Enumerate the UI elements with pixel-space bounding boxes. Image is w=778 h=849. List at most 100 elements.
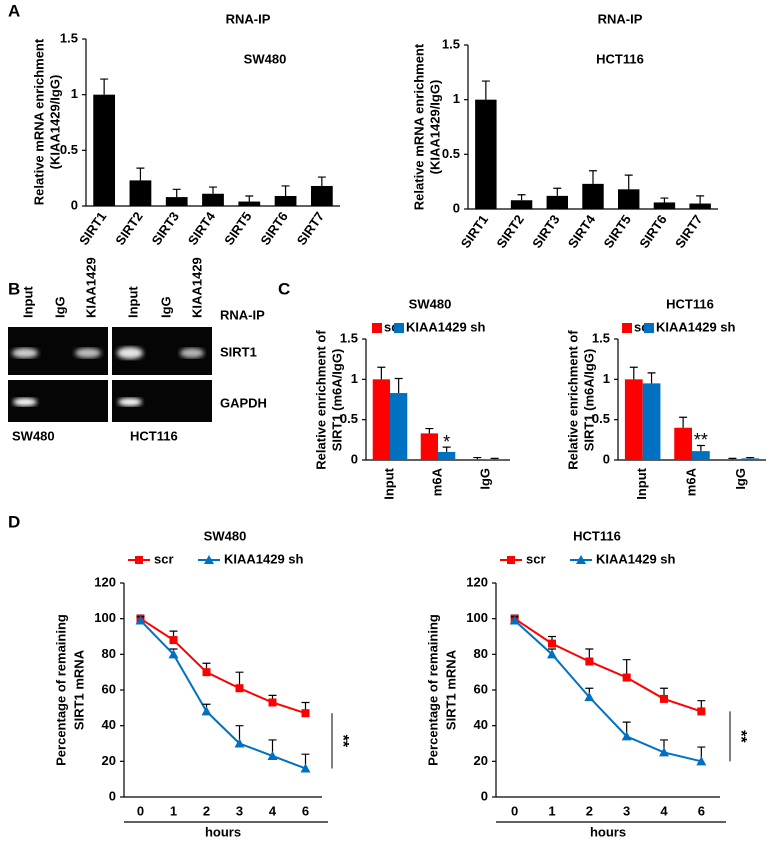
- gel-band: [12, 348, 38, 358]
- gel-label: SW480: [12, 428, 55, 443]
- y-tick-label: 100: [94, 610, 116, 625]
- gel-band: [118, 398, 142, 406]
- chart: SW480 Percentage of remaining SIRT1 mRNA 0 2…: [53, 528, 350, 839]
- x-tick-label: 3: [623, 803, 630, 818]
- error-bar: [679, 416, 688, 428]
- error-bar: [172, 188, 181, 198]
- error-bar: [728, 457, 737, 460]
- x-tick-label: SIRT5: [601, 212, 634, 251]
- y-axis-label: Relative enrichment of: [565, 330, 580, 470]
- bar: [723, 459, 742, 460]
- error-bar: [481, 80, 490, 100]
- bar: [689, 203, 711, 209]
- bar: [674, 427, 692, 460]
- y-tick-label: 0: [351, 451, 358, 466]
- bar: [624, 379, 643, 460]
- error-bar: [629, 366, 638, 380]
- chart: RNA-IP SW480 Relative mRNA enrichment (KIAA…: [31, 11, 340, 248]
- marker: [584, 692, 595, 702]
- bar: [238, 201, 261, 206]
- legend-marker: [576, 555, 586, 564]
- chart: HCT116 Relative enrichment of SIRT1 (m6A/I…: [565, 296, 766, 500]
- chart-title: HCT116: [573, 528, 621, 543]
- x-tick-label: SIRT2: [493, 212, 526, 251]
- marker: [168, 649, 179, 659]
- y-tick-label: 40: [102, 717, 116, 732]
- error-bar: [394, 377, 403, 394]
- error-bar: [696, 444, 705, 452]
- marker: [548, 639, 556, 648]
- panel-label: A: [8, 1, 20, 20]
- marker: [169, 636, 178, 645]
- line: [139, 617, 306, 715]
- y-tick-label: 1: [71, 86, 78, 101]
- y-tick-label: 0.5: [340, 411, 358, 426]
- x-tick-label: 6: [698, 803, 705, 818]
- chart-title: SW480: [409, 296, 452, 311]
- y-axis-label: SIRT1 (m6A/IgG): [581, 349, 596, 452]
- marker: [300, 763, 311, 773]
- bar: [310, 185, 333, 206]
- gel-label: RNA-IP: [220, 307, 265, 322]
- y-tick-label: 0: [453, 200, 460, 215]
- x-tick-label: IgG: [477, 468, 492, 490]
- legend-label: scr: [526, 551, 546, 566]
- line: [514, 617, 702, 713]
- gel-band: [13, 398, 37, 406]
- bar: [653, 202, 676, 209]
- marker: [622, 673, 631, 682]
- gel-band: [75, 348, 101, 358]
- annotation: *: [443, 432, 450, 452]
- panel-label: C: [278, 279, 290, 298]
- x-tick-label: SIRT1: [458, 212, 491, 251]
- legend-marker: [135, 556, 143, 564]
- y-tick-label: 1: [351, 371, 358, 386]
- bar: [618, 189, 640, 209]
- bar: [692, 451, 710, 460]
- error-bar: [245, 195, 254, 202]
- chart-subtitle: HCT116: [596, 51, 644, 66]
- bar: [93, 94, 116, 206]
- bar: [741, 458, 760, 460]
- y-axis-label: (KIAA1429/IgG): [47, 75, 62, 170]
- y-tick-label: 20: [474, 753, 488, 768]
- legend-swatch: [394, 323, 404, 333]
- x-axis-label: hours: [205, 824, 241, 839]
- chart-title: SW480: [204, 528, 247, 543]
- gel: Input IgG KIAA1429 Input IgG KIAA1429 RN…: [8, 257, 267, 443]
- x-tick-label: 4: [660, 803, 668, 818]
- x-tick-label: IgG: [733, 468, 748, 490]
- error-bar: [442, 446, 451, 452]
- y-tick-label: 0: [603, 451, 610, 466]
- legend-marker: [507, 556, 515, 564]
- y-axis-label: SIRT1 (m6A/IgG): [329, 349, 344, 452]
- y-tick-label: 40: [474, 717, 488, 732]
- legend-swatch: [622, 323, 632, 333]
- y-axis-label: (KIAA1429/IgG): [427, 80, 442, 175]
- bar: [129, 180, 152, 206]
- panel-label: D: [8, 512, 20, 531]
- y-tick-label: 0.5: [60, 142, 78, 157]
- x-tick-label: SIRT5: [221, 209, 254, 248]
- error-bar: [425, 427, 434, 434]
- error-bar: [696, 195, 705, 204]
- x-tick-label: Input: [381, 467, 396, 499]
- legend-label: scr: [154, 551, 174, 566]
- legend-label: KIAA1429 sh: [656, 319, 736, 334]
- y-tick-label: 60: [102, 681, 116, 696]
- chart-title: RNA-IP: [226, 11, 271, 26]
- y-tick-label: 0: [481, 788, 488, 803]
- bar: [372, 379, 390, 460]
- gel-label: HCT116: [130, 428, 178, 443]
- bar: [274, 195, 297, 206]
- panel-label: B: [8, 279, 20, 298]
- annotation: **: [334, 735, 351, 748]
- error-bar: [473, 456, 482, 460]
- x-tick-label: Input: [634, 467, 649, 499]
- lane-label: Input: [125, 286, 140, 318]
- y-axis-label: SIRT1 mRNA: [443, 649, 458, 730]
- bar: [420, 433, 438, 460]
- error-bar: [281, 185, 290, 196]
- bar: [475, 99, 497, 209]
